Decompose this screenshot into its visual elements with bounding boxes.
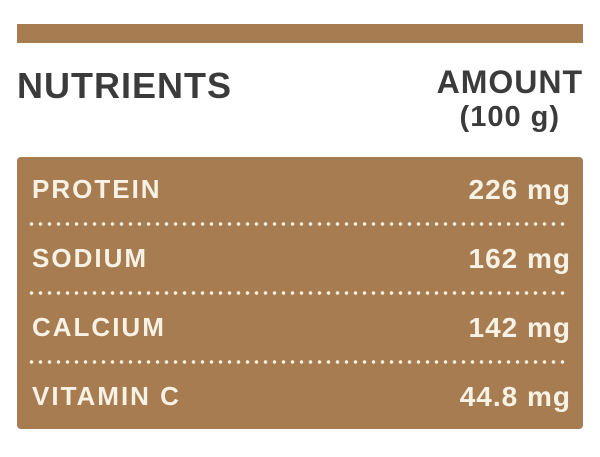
nutrient-name: PROTEIN <box>32 174 162 205</box>
nutrient-name: VITAMIN C <box>32 381 181 412</box>
nutrient-name: SODIUM <box>32 243 148 274</box>
nutrient-amount: 44.8 mg <box>459 380 571 412</box>
nutrition-panel: NUTRIENTS AMOUNT (100 g) PROTEIN 226 mg … <box>0 24 600 457</box>
nutrient-name: CALCIUM <box>32 312 166 343</box>
nutrient-amount: 226 mg <box>468 173 571 205</box>
table-row-protein: PROTEIN 226 mg <box>17 157 583 222</box>
nutrients-table: PROTEIN 226 mg SODIUM 162 mg CALCIUM 142… <box>17 157 583 430</box>
amount-column-header: AMOUNT (100 g) <box>436 64 583 133</box>
table-row-vitamin-c: VITAMIN C 44.8 mg <box>17 364 583 429</box>
nutrients-column-header: NUTRIENTS <box>17 65 232 106</box>
table-row-calcium: CALCIUM 142 mg <box>17 295 583 360</box>
amount-label: AMOUNT <box>436 64 583 100</box>
dotted-divider <box>27 360 569 365</box>
nutrient-amount: 142 mg <box>468 311 571 343</box>
amount-unit-label: (100 g) <box>459 100 561 133</box>
table-header: NUTRIENTS AMOUNT (100 g) <box>17 64 583 133</box>
accent-bar <box>17 24 583 43</box>
dotted-divider <box>27 222 569 227</box>
dotted-divider <box>27 291 569 296</box>
nutrient-amount: 162 mg <box>468 242 571 274</box>
table-row-sodium: SODIUM 162 mg <box>17 226 583 291</box>
